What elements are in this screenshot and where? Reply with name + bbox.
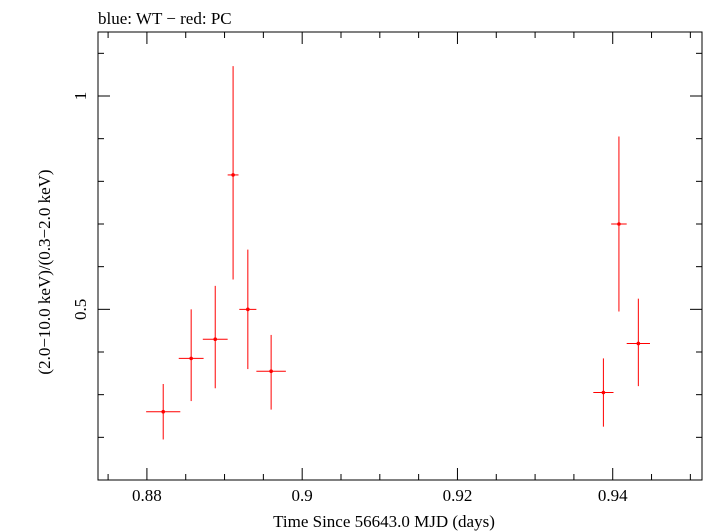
data-point — [178, 309, 204, 402]
plot-frame — [97, 31, 703, 481]
point-marker — [189, 356, 193, 361]
point-marker — [161, 409, 166, 414]
data-point — [202, 285, 228, 389]
x-tick-label: 0.92 — [443, 486, 473, 505]
x-tick-label: 0.94 — [598, 486, 628, 505]
point-marker — [246, 307, 250, 312]
x-tick-label: 0.9 — [292, 486, 313, 505]
x-tick-label: 0.88 — [132, 486, 162, 505]
point-marker — [213, 337, 218, 342]
data-point — [239, 249, 257, 370]
y-axis-label: (2.0−10.0 keV)/(0.3−2.0 keV) — [35, 169, 54, 374]
tick-labels: 0.88 0.9 0.92 0.94 0.5 1 — [71, 92, 628, 505]
point-marker — [601, 390, 606, 395]
data-points — [146, 66, 650, 440]
data-point — [146, 384, 181, 440]
axis-ticks — [98, 32, 702, 480]
chart-title: blue: WT − red: PC — [98, 9, 232, 28]
data-point — [611, 136, 627, 312]
x-axis-label: Time Since 56643.0 MJD (days) — [273, 512, 495, 531]
data-point — [626, 298, 650, 387]
point-marker — [269, 369, 273, 374]
point-marker — [231, 173, 235, 177]
data-point — [227, 66, 239, 280]
data-point — [256, 334, 286, 410]
y-tick-label: 0.5 — [71, 299, 90, 320]
data-point — [593, 358, 614, 427]
point-marker — [636, 341, 641, 346]
y-tick-label: 1 — [71, 92, 90, 101]
point-marker — [617, 222, 621, 226]
